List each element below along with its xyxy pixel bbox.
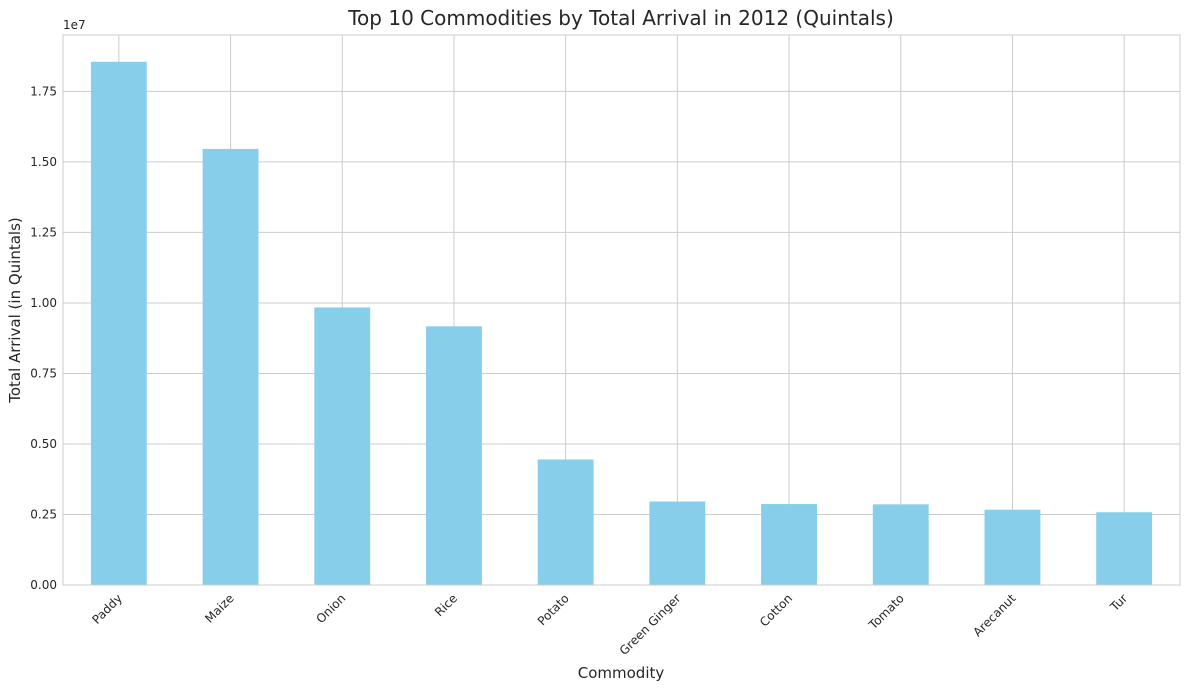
x-axis-label: Commodity	[578, 664, 665, 682]
y-axis-label: Total Arrival (in Quintals)	[6, 217, 24, 404]
x-tick-label: Onion	[313, 591, 348, 626]
x-tick-label: Green Ginger	[617, 591, 684, 658]
x-tick-label: Cotton	[757, 591, 795, 629]
y-tick-label: 0.50	[30, 437, 57, 451]
bar-rice	[426, 326, 482, 585]
y-tick-label: 0.00	[30, 578, 57, 592]
bar-onion	[314, 307, 371, 585]
y-tick-label: 0.75	[30, 366, 57, 380]
bar-arecanut	[984, 509, 1041, 585]
y-tick-label: 1.75	[30, 84, 57, 98]
y-tick-label: 0.25	[30, 507, 57, 521]
x-tick-label: Potato	[535, 591, 572, 628]
y-tick-label: 1.25	[30, 225, 57, 239]
chart-title: Top 10 Commodities by Total Arrival in 2…	[347, 6, 894, 30]
bar-maize	[202, 148, 259, 585]
y-axis-offset-label: 1e7	[63, 18, 86, 32]
plot-frame	[62, 34, 1181, 586]
x-tick-label: Arecanut	[970, 591, 1018, 639]
x-tick-label: Paddy	[89, 591, 125, 627]
bar-cotton	[761, 504, 817, 585]
bar-tomato	[872, 504, 929, 585]
x-tick-label: Maize	[202, 591, 236, 625]
bar-potato	[537, 459, 594, 585]
bar-tur	[1096, 512, 1153, 585]
y-tick-label: 1.00	[30, 296, 57, 310]
axes-layer	[62, 34, 1181, 586]
x-tick-label: Tur	[1107, 591, 1130, 614]
y-tick-label: 1.50	[30, 155, 57, 169]
bar-green-ginger	[649, 501, 706, 585]
bars-layer	[90, 61, 1153, 586]
bar-paddy	[90, 61, 147, 586]
x-tick-label: Rice	[432, 591, 460, 619]
x-tick-label: Tomato	[865, 591, 907, 633]
